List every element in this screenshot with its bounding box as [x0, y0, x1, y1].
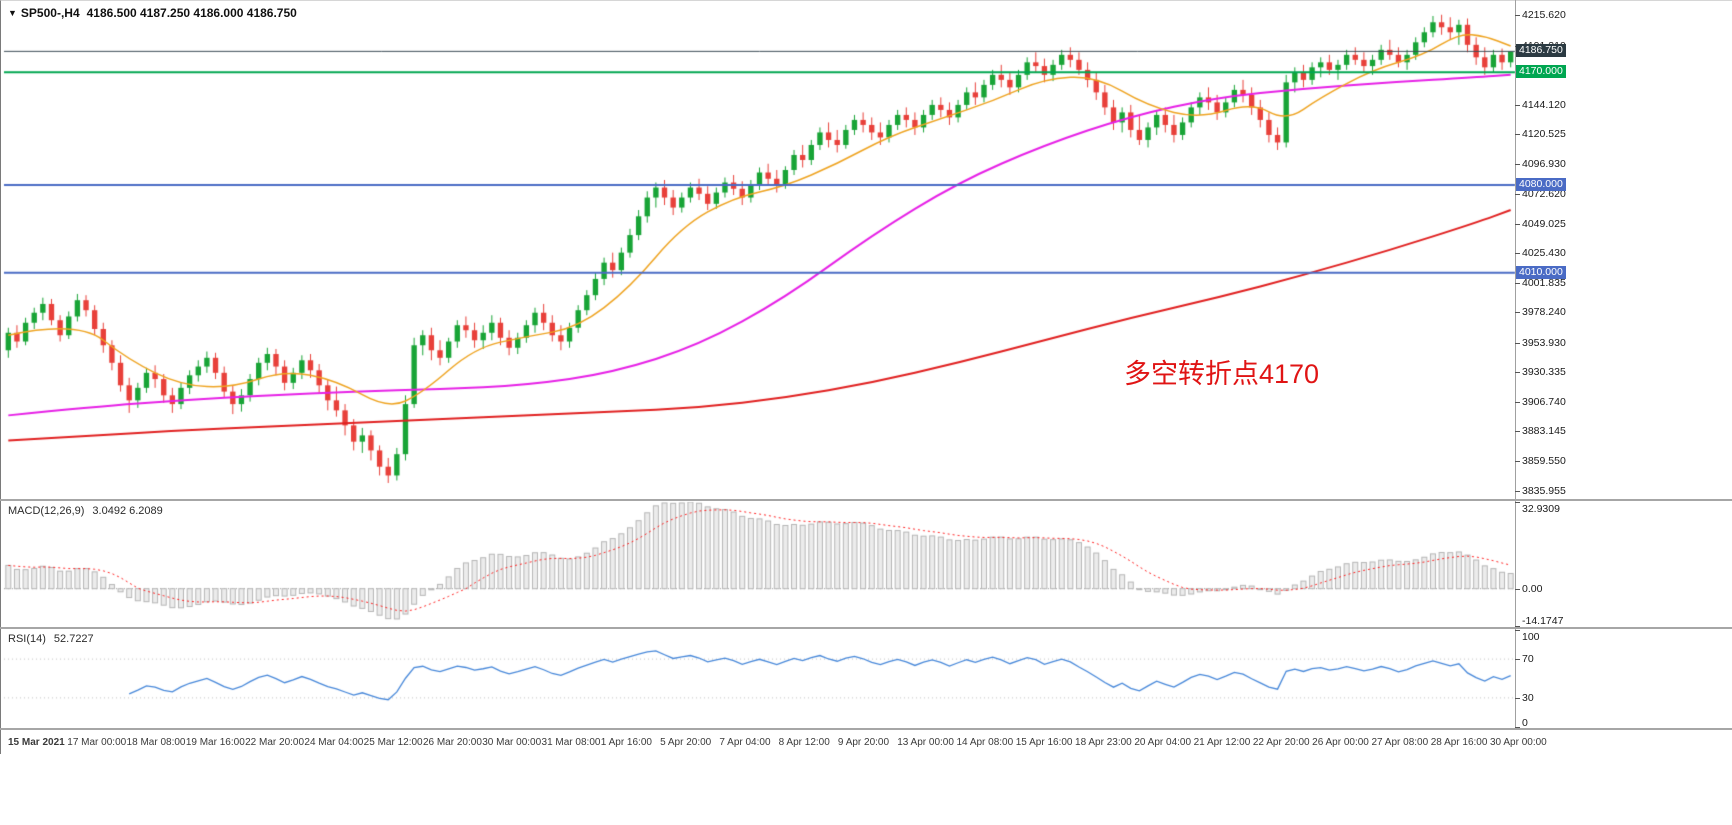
- axis-label: 3859.550: [1522, 455, 1566, 467]
- time-axis-label: 9 Apr 20:00: [837, 737, 890, 748]
- axis-tick-mark: [1515, 461, 1520, 462]
- axis-tick-mark: [1515, 253, 1520, 255]
- axis-tick-mark: [1515, 372, 1520, 374]
- time-axis-label: 14 Apr 08:00: [956, 737, 1014, 748]
- time-axis-label: 17 Mar 00:00: [67, 737, 127, 748]
- rsi-axis: 100 70 30 0: [1515, 0, 1732, 755]
- axis-label: 4072.620: [1522, 188, 1566, 201]
- axis-label: 3978.240: [1522, 306, 1566, 319]
- axis-label: 3835.955: [1522, 484, 1566, 497]
- time-axis-label: 5 Apr 20:00: [660, 737, 712, 748]
- axis-label: 3930.335: [1522, 366, 1566, 379]
- axis-tick-mark: [1515, 312, 1520, 314]
- axis-tick-mark: [1515, 697, 1520, 699]
- axis-label: 32.9309: [1522, 503, 1560, 515]
- time-axis-label: 26 Apr 00:00: [1312, 737, 1369, 748]
- rsi-indicator-label: RSI(14) 52.7227: [8, 633, 102, 645]
- axis-tick-mark: [1515, 431, 1520, 433]
- time-axis-label: 26 Mar 20:00: [422, 737, 482, 748]
- axis-label: 3953.930: [1522, 336, 1566, 349]
- axis-tick-mark: [1515, 630, 1520, 631]
- axis-label: 30: [1522, 691, 1534, 704]
- axis-tick-mark: [1515, 194, 1520, 196]
- macd-values: 3.0492 6.2089: [92, 505, 163, 517]
- axis-tick-mark: [1515, 588, 1520, 590]
- symbol-dropdown-icon: ▼: [8, 8, 17, 18]
- macd-indicator-label: MACD(12,26,9) 3.0492 6.2089: [8, 505, 171, 517]
- axis-tick-mark: [1515, 401, 1520, 403]
- axis-label: 4049.025: [1522, 217, 1566, 230]
- panel-separator[interactable]: [0, 499, 1732, 501]
- axis-tick-mark: [1515, 502, 1520, 503]
- axis-label: 100: [1522, 631, 1540, 643]
- axis-label: 3883.145: [1522, 425, 1566, 438]
- time-axis-label: 18 Mar 08:00: [126, 737, 186, 748]
- axis-label: 4096.930: [1522, 157, 1566, 170]
- time-axis-label: 25 Mar 12:00: [363, 737, 423, 748]
- time-axis-label: 21 Apr 12:00: [1193, 737, 1251, 748]
- macd-name: MACD(12,26,9): [8, 505, 85, 517]
- price-line-badge: 4186.750: [1516, 44, 1566, 58]
- axis-tick-mark: [1515, 490, 1520, 492]
- time-axis-label: 20 Apr 04:00: [1134, 737, 1192, 748]
- axis-label: 4215.620: [1522, 9, 1566, 22]
- rsi-value: 52.7227: [53, 633, 94, 645]
- time-axis-label: 19 Mar 16:00: [185, 737, 245, 748]
- axis-tick-mark: [1515, 15, 1520, 17]
- time-axis-label: 15 Apr 16:00: [1015, 737, 1073, 748]
- axis-label: -14.1747: [1522, 615, 1564, 627]
- time-axis-label: 15 Mar 2021: [8, 737, 65, 748]
- price-line-badge: 4080.000: [1516, 178, 1566, 192]
- price-axis[interactable]: 4215.6204191.3104144.1204120.5254096.930…: [1515, 0, 1732, 755]
- time-axis-label: 7 Apr 04:00: [719, 737, 771, 748]
- symbol-title: SP500-,H4: [20, 6, 80, 20]
- annotation-text: 多空转折点4170: [1124, 359, 1320, 389]
- panel-separator[interactable]: [0, 627, 1732, 629]
- time-axis-label: 24 Mar 04:00: [304, 737, 364, 748]
- symbol-info: ▼ SP500-,H4 4186.500 4187.250 4186.000 418…: [8, 6, 304, 20]
- axis-tick-mark: [1515, 282, 1520, 284]
- time-axis-label: 31 Mar 08:00: [541, 737, 601, 748]
- time-axis-label: 30 Mar 00:00: [482, 737, 542, 748]
- time-axis[interactable]: 15 Mar 2021 17 Mar 00:00 18 Mar 08:00 19 Ma…: [0, 731, 1732, 755]
- panel-separator[interactable]: [0, 728, 1732, 730]
- axis-label: 4120.525: [1522, 128, 1566, 141]
- symbol-ohlc: 4186.500 4187.250 4186.000 4186.750: [86, 6, 297, 20]
- macd-axis: 32.9309 0.00 -14.1747: [1515, 0, 1732, 755]
- axis-tick-mark: [1515, 163, 1520, 165]
- axis-label: 70: [1522, 653, 1534, 666]
- axis-tick-mark: [1515, 223, 1520, 225]
- time-axis-label: 18 Apr 23:00: [1075, 737, 1132, 748]
- time-axis-label: 22 Apr 20:00: [1252, 737, 1310, 748]
- time-axis-label: 28 Apr 16:00: [1430, 737, 1488, 748]
- time-axis-label: 8 Apr 12:00: [778, 737, 830, 748]
- axis-label: 0.00: [1522, 582, 1543, 595]
- price-line-badge: 4010.000: [1516, 265, 1566, 279]
- time-axis-label: 22 Mar 20:00: [245, 737, 305, 748]
- chart-canvas[interactable]: [0, 0, 1732, 760]
- price-line-badge: 4170.000: [1516, 65, 1566, 79]
- axis-label: 4144.120: [1522, 98, 1566, 111]
- axis-tick-mark: [1515, 727, 1520, 728]
- axis-tick-mark: [1515, 134, 1520, 136]
- axis-label: 0: [1522, 717, 1528, 729]
- axis-label: 4025.430: [1522, 247, 1566, 260]
- time-axis-label: 27 Apr 08:00: [1371, 737, 1429, 748]
- time-axis-label: 1 Apr 16:00: [600, 737, 652, 748]
- axis-label: 4001.835: [1522, 276, 1566, 289]
- axis-label: 3906.740: [1522, 395, 1566, 408]
- axis-tick-mark: [1515, 659, 1520, 661]
- axis-tick-mark: [1515, 342, 1520, 344]
- time-axis-label: 13 Apr 00:00: [897, 737, 954, 748]
- axis-tick-mark: [1515, 104, 1520, 106]
- price-axis-divider: [1515, 0, 1516, 730]
- axis-tick-mark: [1515, 626, 1520, 627]
- rsi-name: RSI(14): [8, 633, 46, 645]
- time-axis-label: 30 Apr 00:00: [1490, 737, 1547, 748]
